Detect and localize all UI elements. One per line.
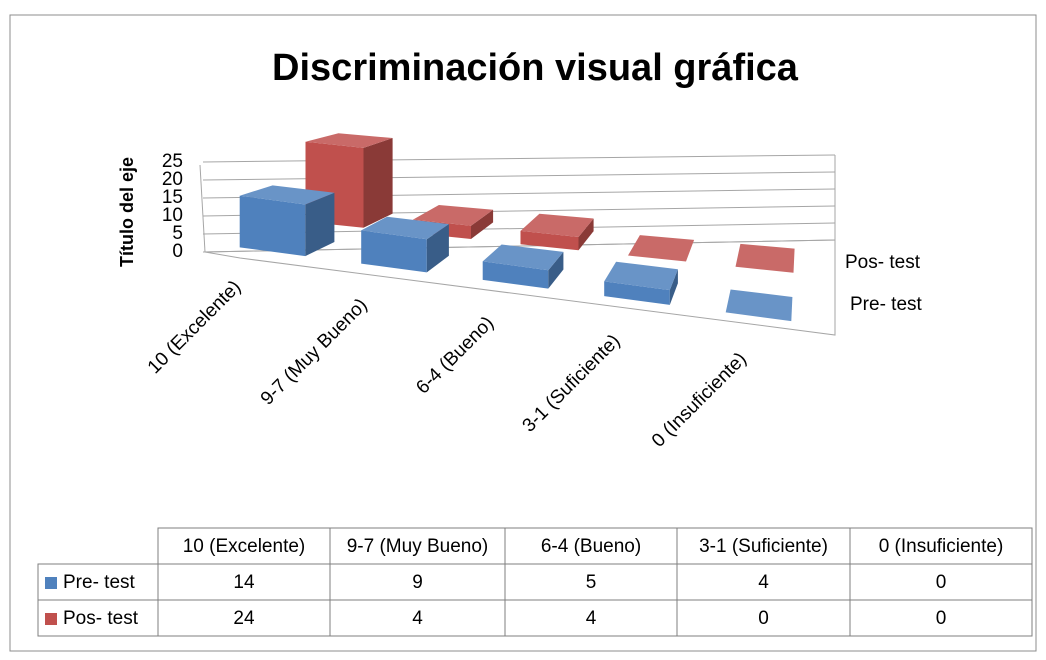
depth-axis-label: Pos- test bbox=[845, 252, 921, 273]
bar-front bbox=[239, 195, 306, 257]
y-axis-title: Título del eje bbox=[117, 157, 137, 267]
table-value: 0 bbox=[936, 608, 947, 629]
bar-front bbox=[520, 230, 579, 251]
table-header: 0 (Insuficiente) bbox=[879, 536, 1004, 557]
bar bbox=[239, 185, 335, 257]
bar bbox=[604, 261, 678, 305]
bar-top bbox=[735, 243, 795, 273]
bar-top bbox=[361, 216, 449, 240]
bar-front bbox=[482, 261, 549, 289]
y-tick-label: 0 bbox=[172, 241, 183, 262]
bar-top bbox=[604, 261, 678, 291]
chart-border bbox=[9, 14, 1037, 652]
bar-side bbox=[548, 251, 564, 289]
bar-side bbox=[471, 209, 494, 239]
table-header: 9-7 (Muy Bueno) bbox=[347, 536, 489, 557]
bar-side bbox=[305, 192, 335, 257]
table-value: 14 bbox=[233, 572, 255, 593]
bar-top bbox=[628, 235, 695, 262]
bar-top bbox=[482, 244, 564, 271]
table-value: 9 bbox=[412, 572, 423, 593]
bar-top bbox=[413, 205, 494, 226]
table-value: 4 bbox=[586, 608, 597, 629]
bar-front bbox=[604, 281, 670, 305]
y-tick-label: 10 bbox=[162, 205, 183, 226]
left-wall bbox=[199, 164, 206, 253]
bar bbox=[520, 213, 594, 251]
bar-top bbox=[305, 133, 393, 148]
bar bbox=[628, 235, 695, 262]
table-value: 0 bbox=[758, 608, 769, 629]
bar-side bbox=[578, 218, 594, 251]
bar bbox=[735, 243, 795, 273]
table-value: 4 bbox=[758, 572, 769, 593]
bar-side bbox=[669, 269, 678, 305]
table-value: 4 bbox=[412, 608, 423, 629]
bar bbox=[725, 289, 793, 322]
bar-top bbox=[520, 213, 594, 237]
bar-top bbox=[725, 289, 793, 322]
bar bbox=[482, 244, 564, 289]
table-header: 6-4 (Bueno) bbox=[541, 536, 641, 557]
legend-key bbox=[45, 577, 57, 589]
y-tick-label: 20 bbox=[162, 169, 183, 190]
bar bbox=[361, 216, 449, 273]
y-tick-label: 15 bbox=[162, 187, 183, 208]
bar-side bbox=[426, 224, 449, 273]
bar-front bbox=[361, 230, 427, 273]
table-header: 10 (Excelente) bbox=[183, 536, 306, 557]
bar-top bbox=[239, 185, 335, 205]
table-value: 5 bbox=[586, 572, 597, 593]
table-cell bbox=[849, 599, 1033, 637]
legend-label: Pre- test bbox=[63, 572, 136, 593]
legend-key bbox=[45, 613, 57, 625]
y-tick-label: 25 bbox=[162, 151, 183, 172]
depth-axis-label: Pre- test bbox=[850, 294, 923, 315]
bar-side bbox=[363, 138, 393, 228]
table-value: 24 bbox=[233, 608, 255, 629]
table-value: 0 bbox=[936, 572, 947, 593]
legend-label: Pos- test bbox=[63, 608, 139, 629]
y-tick-label: 5 bbox=[172, 223, 183, 244]
chart-title: Discriminación visual gráfica bbox=[272, 47, 799, 89]
table-header: 3-1 (Suficiente) bbox=[699, 536, 828, 557]
